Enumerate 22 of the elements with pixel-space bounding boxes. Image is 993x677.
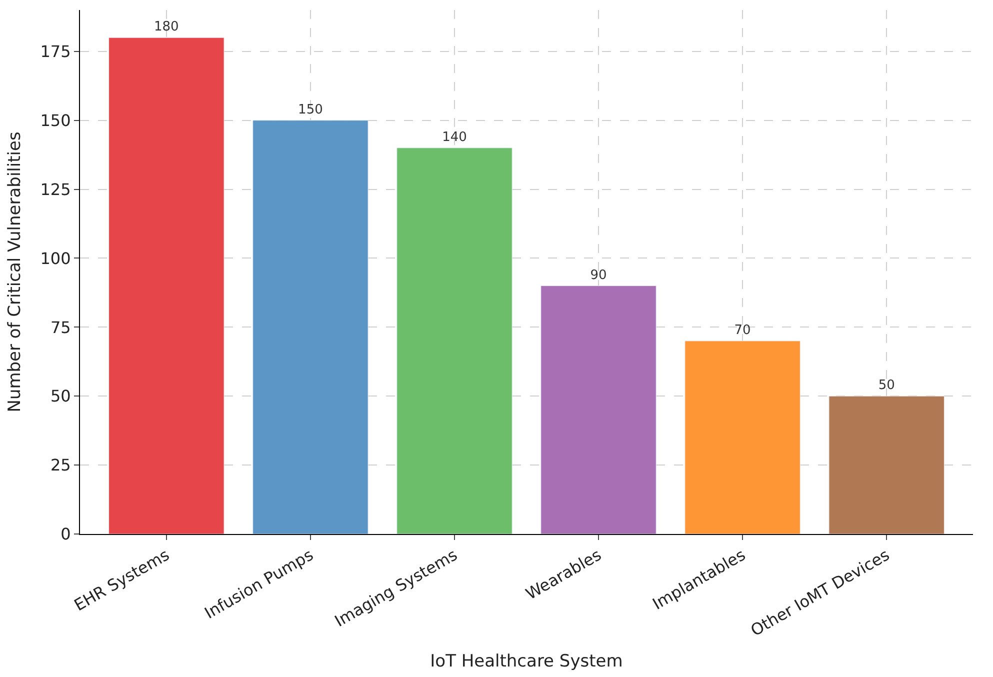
y-tick-label: 125	[40, 180, 71, 199]
data-label: 180	[154, 20, 179, 35]
bar	[252, 120, 368, 534]
bar	[828, 396, 944, 534]
y-tick-label: 175	[40, 42, 71, 61]
y-tick-label: 75	[50, 318, 71, 337]
y-tick-label: 25	[50, 456, 71, 475]
bar	[108, 37, 224, 534]
data-label: 50	[878, 378, 895, 394]
bar	[540, 286, 656, 534]
bar	[684, 340, 800, 534]
y-tick-label: 50	[50, 386, 71, 406]
x-axis-title: IoT Healthcare System	[430, 651, 623, 672]
data-label: 70	[734, 322, 751, 338]
y-tick-label: 150	[40, 110, 71, 130]
data-label: 150	[298, 102, 323, 118]
y-tick-label: 0	[60, 524, 71, 544]
y-axis-title: Number of Critical Vulnerabilities	[4, 132, 25, 412]
data-label: 90	[590, 268, 607, 283]
y-tick-label: 100	[40, 248, 71, 268]
bar	[396, 148, 512, 534]
data-label: 140	[442, 130, 467, 145]
